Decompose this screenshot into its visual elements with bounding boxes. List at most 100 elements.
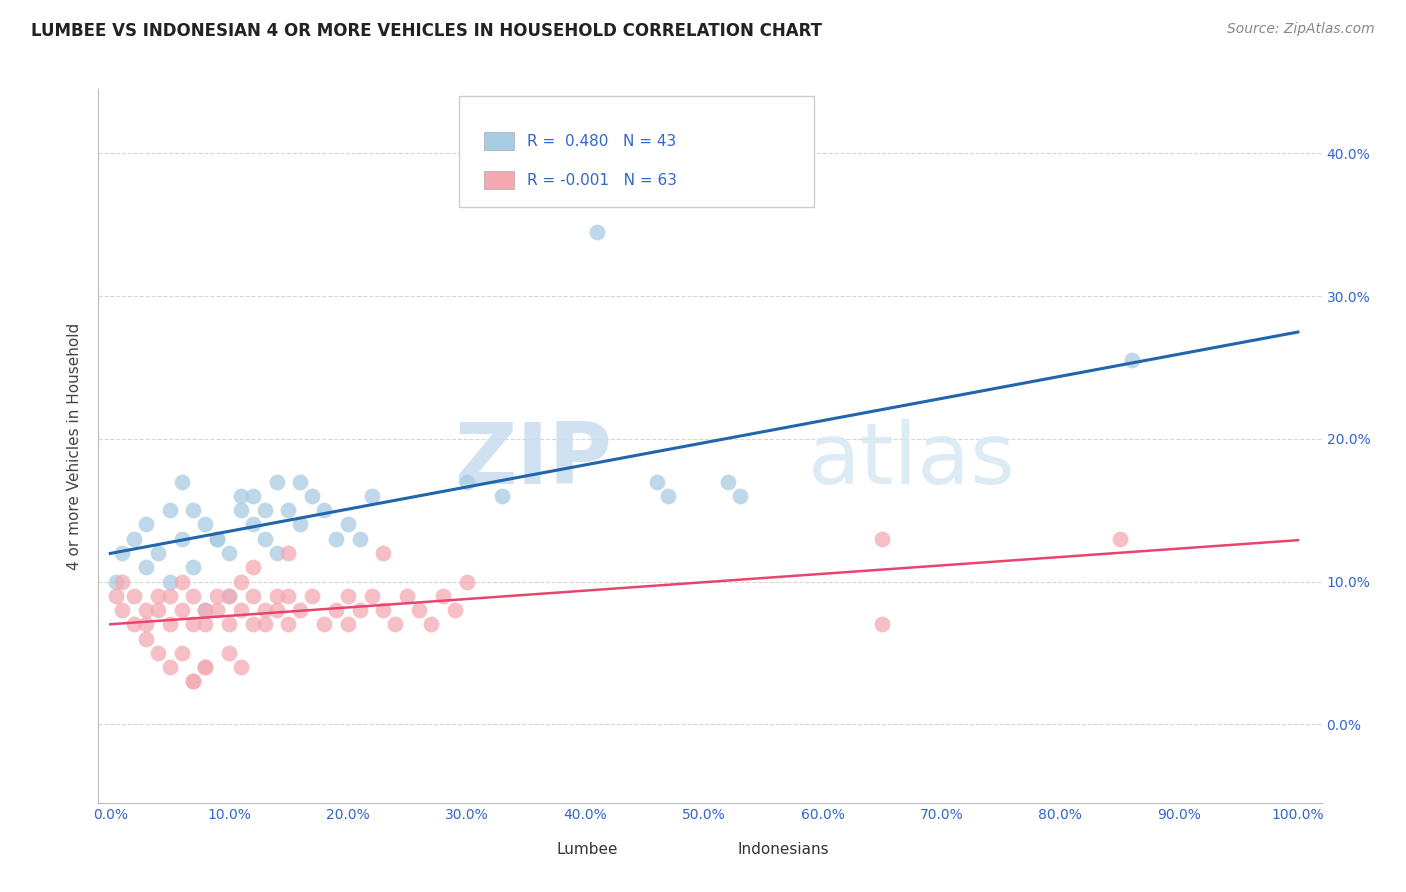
Point xyxy=(218,589,240,603)
Point xyxy=(290,517,312,532)
Text: Indonesians: Indonesians xyxy=(738,842,830,856)
Point xyxy=(290,603,312,617)
Point xyxy=(253,532,276,546)
Point xyxy=(253,503,276,517)
Point xyxy=(122,532,145,546)
Point xyxy=(111,546,134,560)
Point xyxy=(135,603,157,617)
Point xyxy=(229,503,252,517)
Point xyxy=(194,660,217,674)
Point xyxy=(159,660,181,674)
Point xyxy=(159,503,181,517)
Point xyxy=(277,617,299,632)
Point xyxy=(325,532,347,546)
Point xyxy=(170,646,193,660)
Point xyxy=(135,560,157,574)
Point xyxy=(218,546,240,560)
Point xyxy=(586,225,609,239)
Bar xyxy=(533,844,564,862)
Point xyxy=(443,603,465,617)
Point xyxy=(336,517,359,532)
Text: LUMBEE VS INDONESIAN 4 OR MORE VEHICLES IN HOUSEHOLD CORRELATION CHART: LUMBEE VS INDONESIAN 4 OR MORE VEHICLES … xyxy=(31,22,823,40)
Point xyxy=(111,574,134,589)
Text: R = -0.001   N = 63: R = -0.001 N = 63 xyxy=(527,173,676,188)
Point xyxy=(360,489,382,503)
Point xyxy=(229,603,252,617)
Point xyxy=(301,589,323,603)
Point xyxy=(1108,532,1130,546)
Point xyxy=(194,603,217,617)
Point xyxy=(170,532,193,546)
Point xyxy=(122,589,145,603)
Text: Source: ZipAtlas.com: Source: ZipAtlas.com xyxy=(1227,22,1375,37)
Text: Lumbee: Lumbee xyxy=(557,842,619,856)
Point xyxy=(135,632,157,646)
Point xyxy=(870,532,893,546)
Point xyxy=(122,617,145,632)
Point xyxy=(266,603,288,617)
Point xyxy=(242,560,264,574)
Point xyxy=(266,589,288,603)
Point xyxy=(336,589,359,603)
FancyBboxPatch shape xyxy=(460,96,814,207)
Point xyxy=(456,574,478,589)
Point xyxy=(194,617,217,632)
Point xyxy=(105,589,128,603)
Point xyxy=(312,503,335,517)
Text: R =  0.480   N = 43: R = 0.480 N = 43 xyxy=(527,134,676,149)
Point xyxy=(183,503,205,517)
Point xyxy=(194,603,217,617)
Point xyxy=(135,617,157,632)
Y-axis label: 4 or more Vehicles in Household: 4 or more Vehicles in Household xyxy=(67,322,83,570)
Point xyxy=(242,517,264,532)
Point xyxy=(183,560,205,574)
Point xyxy=(491,489,513,503)
Point xyxy=(456,475,478,489)
Point xyxy=(373,603,395,617)
Point xyxy=(360,589,382,603)
Point xyxy=(384,617,406,632)
Point xyxy=(105,574,128,589)
Point xyxy=(349,603,371,617)
Point xyxy=(349,532,371,546)
Point xyxy=(242,489,264,503)
Point xyxy=(146,646,169,660)
Point xyxy=(312,617,335,632)
Point xyxy=(159,574,181,589)
Point xyxy=(325,603,347,617)
Point xyxy=(111,603,134,617)
Point xyxy=(218,617,240,632)
Point xyxy=(183,589,205,603)
Point xyxy=(194,660,217,674)
Text: atlas: atlas xyxy=(808,418,1017,502)
Point xyxy=(146,589,169,603)
Point xyxy=(205,589,228,603)
Point xyxy=(290,475,312,489)
Point xyxy=(218,589,240,603)
Point xyxy=(645,475,668,489)
Point xyxy=(277,546,299,560)
Point xyxy=(266,475,288,489)
Point xyxy=(135,517,157,532)
Text: ZIP: ZIP xyxy=(454,418,612,502)
Point xyxy=(242,589,264,603)
Point xyxy=(146,603,169,617)
Point xyxy=(205,532,228,546)
Bar xyxy=(484,171,515,189)
Point xyxy=(253,617,276,632)
Point xyxy=(408,603,430,617)
Point xyxy=(170,574,193,589)
Point xyxy=(301,489,323,503)
Point xyxy=(146,546,169,560)
Point xyxy=(194,517,217,532)
Point xyxy=(870,617,893,632)
Point xyxy=(170,603,193,617)
Point xyxy=(336,617,359,632)
Point xyxy=(432,589,454,603)
Point xyxy=(229,574,252,589)
Point xyxy=(266,546,288,560)
Point xyxy=(277,589,299,603)
Point xyxy=(205,532,228,546)
Point xyxy=(396,589,419,603)
Point xyxy=(183,674,205,689)
